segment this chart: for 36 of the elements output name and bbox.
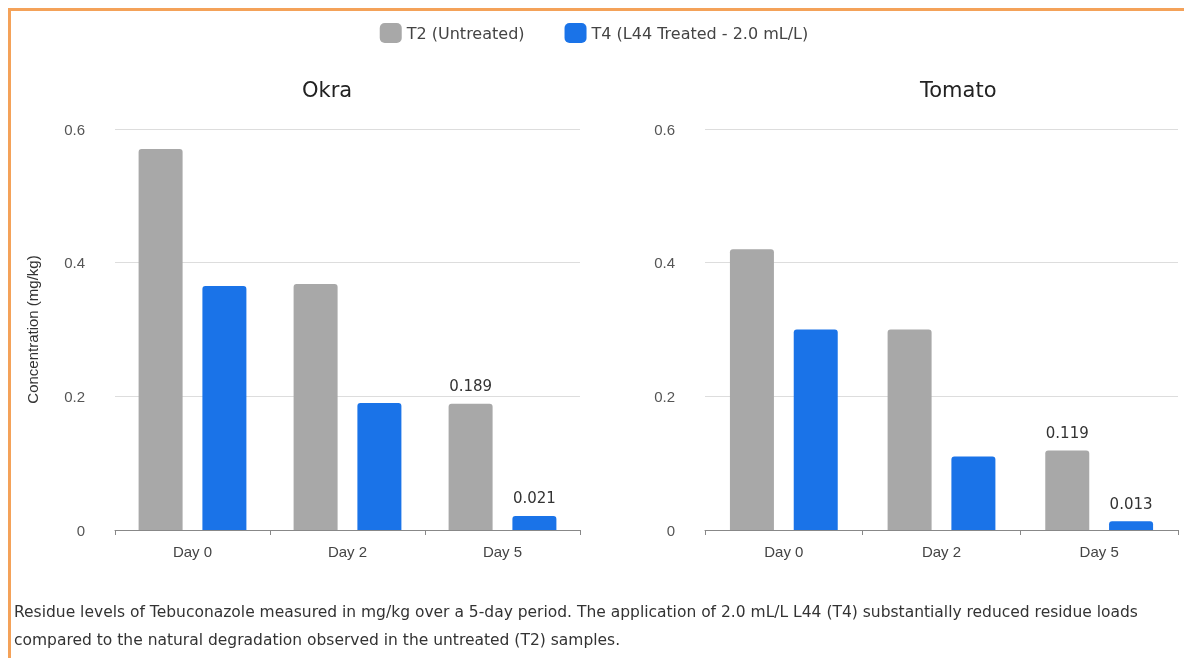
bar [1109,521,1154,530]
y-tick-label: 0.4 [64,254,85,272]
bar [512,515,557,530]
x-tick-label: Day 5 [482,543,523,560]
y-tick-label: 0.6 [654,120,675,138]
x-tick-label: Day 5 [1079,543,1119,560]
bar [138,149,183,530]
y-tick-label: 0 [76,521,85,539]
y-tick-label: 0.6 [64,120,85,138]
bar [887,329,932,530]
data-label: 0.013 [1109,494,1153,513]
chart-title: Okra [302,77,353,102]
y-tick-label: 0.2 [654,387,675,405]
bar [202,286,247,530]
y-tick-label: 0.2 [64,387,85,405]
x-tick-label: Day 2 [921,543,962,560]
y-tick-label: 0.4 [654,254,675,272]
data-label: 0.189 [449,377,493,396]
bar [448,403,493,530]
bar [793,329,838,530]
bar [1045,450,1090,530]
y-axis-title: Concentration (mg/kg) [24,255,41,404]
bar [729,249,774,530]
bar [357,403,402,530]
legend-label: T2 (Untreated) [405,23,525,43]
bar [951,456,996,530]
y-tick-label: 0 [666,521,675,539]
x-tick-label: Day 2 [327,543,368,560]
x-tick-label: Day 0 [172,543,213,560]
chart-title: Tomato [919,77,997,102]
bar [293,284,338,530]
text: Residue levels of Tebuconazole measured in mg/kg over a 5-day period. The application of 2.0 mL/L L44 (T4) substantially reduced residue loads compared to the natural degradation observed in the untreated (T2) samples. [14,602,1139,651]
data-label: 0.021 [512,489,556,508]
x-tick-label: Day 0 [764,543,804,560]
legend-label: T4 (L44 Treated - 2.0 mL/L) [590,23,809,43]
data-label: 0.119 [1045,423,1089,442]
